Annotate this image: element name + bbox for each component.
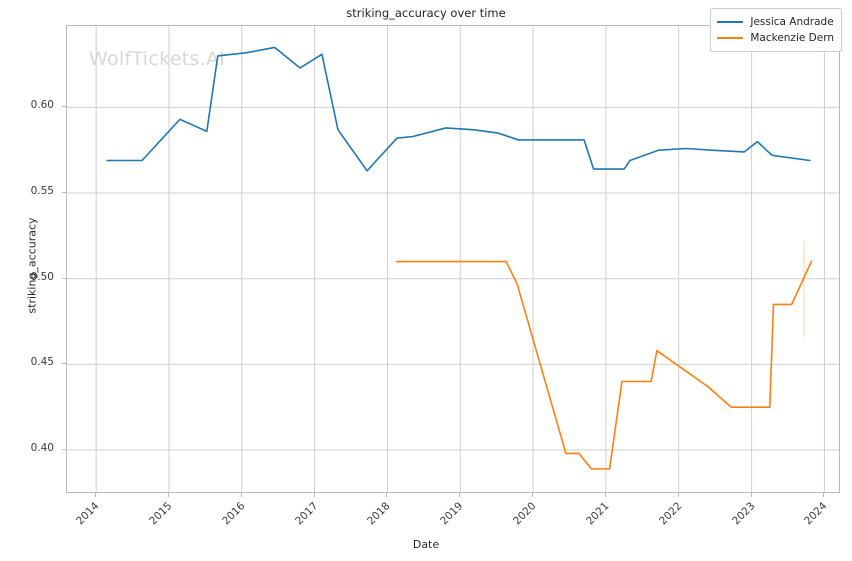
series-line bbox=[106, 46, 811, 172]
x-tick-mark bbox=[677, 493, 679, 497]
y-axis-label: striking_accuracy bbox=[25, 217, 39, 314]
x-tick-mark bbox=[313, 493, 315, 497]
y-tick-mark bbox=[62, 363, 66, 365]
legend-item[interactable]: Mackenzie Dern bbox=[717, 30, 834, 46]
x-tick-label: 2022 bbox=[656, 500, 685, 528]
legend-color-swatch bbox=[717, 21, 744, 23]
legend-label: Jessica Andrade bbox=[750, 16, 834, 28]
x-tick-mark bbox=[459, 493, 461, 497]
series-line bbox=[396, 260, 813, 470]
y-tick-label: 0.60 bbox=[30, 99, 54, 112]
chart-title: striking_accuracy over time bbox=[346, 6, 506, 20]
x-tick-label: 2024 bbox=[802, 500, 830, 528]
y-tick-label: 0.45 bbox=[30, 356, 54, 369]
y-tick-label: 0.40 bbox=[30, 442, 54, 455]
chart-canvas bbox=[67, 26, 839, 492]
legend-label: Mackenzie Dern bbox=[750, 32, 834, 44]
x-tick-label: 2014 bbox=[74, 500, 102, 528]
x-tick-label: 2016 bbox=[219, 500, 248, 528]
legend-color-swatch bbox=[717, 37, 744, 39]
x-tick-mark bbox=[95, 493, 97, 497]
y-tick-mark bbox=[62, 277, 66, 279]
x-tick-mark bbox=[386, 493, 388, 497]
chart-legend: Jessica Andrade Mackenzie Dern bbox=[710, 8, 842, 52]
x-tick-mark bbox=[823, 493, 825, 497]
legend-item[interactable]: Jessica Andrade bbox=[717, 14, 834, 30]
plot-area: WolfTickets.AI bbox=[66, 25, 840, 493]
x-tick-label: 2023 bbox=[729, 500, 758, 528]
series-lines bbox=[106, 46, 813, 470]
x-tick-mark bbox=[604, 493, 606, 497]
x-tick-label: 2015 bbox=[147, 500, 175, 528]
x-tick-mark bbox=[532, 493, 534, 497]
y-tick-mark bbox=[62, 449, 66, 451]
x-tick-label: 2017 bbox=[292, 500, 321, 528]
y-tick-mark bbox=[62, 106, 66, 108]
y-tick-mark bbox=[62, 192, 66, 194]
x-axis-label: Date bbox=[412, 538, 440, 551]
x-tick-label: 2019 bbox=[438, 500, 466, 528]
x-tick-label: 2018 bbox=[365, 500, 393, 528]
x-tick-label: 2021 bbox=[584, 500, 612, 528]
x-tick-label: 2020 bbox=[511, 500, 539, 528]
gridlines bbox=[67, 26, 839, 492]
x-tick-mark bbox=[240, 493, 242, 497]
y-tick-label: 0.55 bbox=[30, 185, 54, 198]
y-tick-label: 0.50 bbox=[30, 270, 54, 283]
x-tick-mark bbox=[167, 493, 169, 497]
x-tick-mark bbox=[750, 493, 752, 497]
